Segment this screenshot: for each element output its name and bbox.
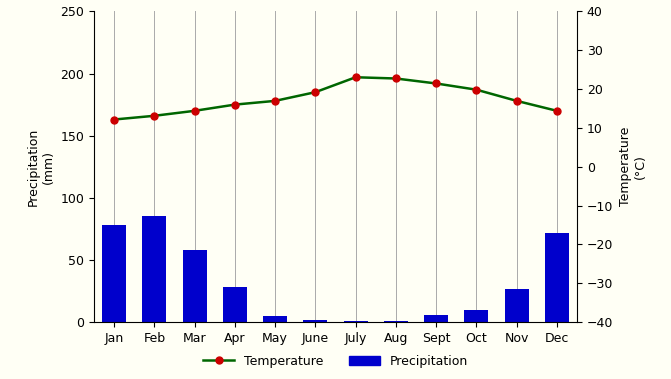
Bar	[505, 288, 529, 322]
Bar	[102, 225, 126, 322]
Bar	[384, 321, 408, 322]
Bar	[545, 233, 569, 322]
Bar	[142, 216, 166, 322]
Y-axis label: Precipitation
(mm): Precipitation (mm)	[27, 128, 55, 206]
Bar	[183, 250, 207, 322]
Bar	[223, 287, 247, 322]
Bar	[464, 310, 488, 322]
Bar	[424, 315, 448, 322]
Y-axis label: Temperature
(°C): Temperature (°C)	[619, 127, 647, 207]
Bar	[263, 316, 287, 322]
Legend: Temperature, Precipitation: Temperature, Precipitation	[198, 350, 473, 373]
Bar	[303, 319, 327, 322]
Bar	[344, 321, 368, 322]
